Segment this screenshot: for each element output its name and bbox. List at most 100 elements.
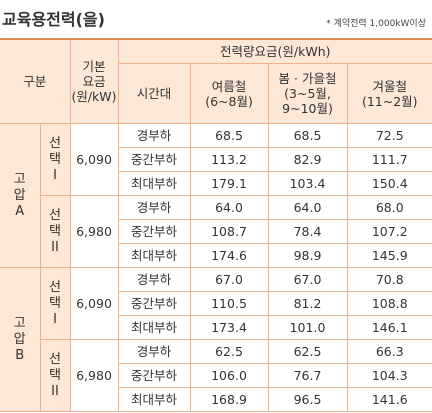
rate-table: 구분 기본 요금 (원/kW) 전력량요금(원/kWh) 시간대 여름철 (6~8월) 봄 · … xyxy=(0,38,432,412)
table-row: 선 택 II 6,980 경부하 62.5 62.5 66.3 xyxy=(0,339,432,412)
rate-value: 113.2 xyxy=(189,147,269,172)
rate-value: 81.2 xyxy=(267,291,348,316)
cell-line: (3~5월, xyxy=(284,86,331,101)
header-cell: 구분 xyxy=(0,38,71,124)
rate-value: 67.0 xyxy=(189,267,269,292)
rate-value: 96.5 xyxy=(267,387,348,412)
rate-value: 101.0 xyxy=(267,315,348,340)
cell-line: 택 xyxy=(49,151,61,167)
time-period: 최대부하 xyxy=(118,171,191,196)
rate-value: 103.4 xyxy=(267,171,348,196)
rate-value: 111.7 xyxy=(346,147,432,172)
cell-line: 선 xyxy=(49,135,61,151)
cell-line: A xyxy=(15,203,25,219)
rate-value: 62.5 xyxy=(267,339,348,364)
time-period: 중간부하 xyxy=(118,219,191,244)
rate-value: 72.5 xyxy=(346,123,432,148)
rate-value: 70.8 xyxy=(346,267,432,292)
header-cell: 여름철 (6~8월) xyxy=(189,63,269,124)
title: 교육용전력(을) xyxy=(2,10,105,29)
cell-line: (11~2월) xyxy=(361,93,418,109)
rate-value: 98.9 xyxy=(267,243,348,268)
table-row: 중간부하 108.7 78.4 107.2 xyxy=(0,219,432,244)
table-row: 최대부하 174.6 98.9 145.9 xyxy=(0,243,432,268)
base-fee: 6,090 xyxy=(69,123,119,196)
cell-line: 9~10월) xyxy=(282,101,333,116)
cell-line: 택 xyxy=(49,223,61,239)
cell-line: 기본 xyxy=(82,59,106,74)
header-cell: 전력량요금(원/kWh) xyxy=(117,38,432,64)
rate-value: 68.5 xyxy=(267,123,348,148)
cell-line: I xyxy=(53,167,57,183)
time-period: 경부하 xyxy=(117,195,191,220)
time-period: 최대부하 xyxy=(118,315,191,340)
cell-line: 택 xyxy=(49,295,61,311)
rate-value: 68.5 xyxy=(189,123,269,148)
rate-value: 64.0 xyxy=(267,195,348,220)
time-period: 중간부하 xyxy=(118,147,191,172)
base-fee: 6,980 xyxy=(69,339,119,412)
rate-value: 66.3 xyxy=(346,339,432,364)
note: * 계약전력 1,000kW이상 xyxy=(326,19,426,29)
rate-value: 78.4 xyxy=(267,219,348,244)
rate-value: 108.7 xyxy=(189,219,269,244)
rate-value: 146.1 xyxy=(346,315,432,340)
time-period: 경부하 xyxy=(117,339,191,364)
rate-value: 76.7 xyxy=(267,363,348,388)
cell-line: 요금 xyxy=(82,74,106,89)
time-period: 경부하 xyxy=(117,123,191,148)
base-fee: 6,980 xyxy=(69,195,119,268)
rate-value: 173.4 xyxy=(189,315,269,340)
cell-line: 선 xyxy=(49,279,61,295)
table-row: 고 압 B 선 택 I 6,090 경부하 67.0 67.0 70.8 xyxy=(0,267,432,412)
time-period: 최대부하 xyxy=(118,243,191,268)
table-row: 최대부하 173.4 101.0 146.1 xyxy=(0,315,432,340)
rate-value: 168.9 xyxy=(189,387,269,412)
table-row: 최대부하 168.9 96.5 141.6 xyxy=(0,387,432,412)
rate-value: 68.0 xyxy=(346,195,432,220)
cell-line: 봄 · 가을철 xyxy=(278,71,337,86)
base-fee: 6,090 xyxy=(69,267,119,340)
rate-value: 64.0 xyxy=(189,195,269,220)
cell-line: 선 xyxy=(49,351,61,367)
rate-value: 179.1 xyxy=(189,171,269,196)
time-period: 중간부하 xyxy=(118,291,191,316)
header-cell: 시간대 xyxy=(118,63,191,124)
cell-line: 겨울철 xyxy=(372,78,408,94)
rate-value: 67.0 xyxy=(267,267,348,292)
rate-value: 150.4 xyxy=(346,171,432,196)
option-label: 선 택 II xyxy=(40,339,71,412)
table-row: 고 압 A 선 택 I 6,090 경부하 68.5 68.5 72.5 xyxy=(0,123,432,268)
option-label: 선 택 II xyxy=(40,195,71,268)
rate-value: 174.6 xyxy=(189,243,269,268)
rate-value: 106.0 xyxy=(189,363,269,388)
header-cell: 기본 요금 (원/kW) xyxy=(69,38,119,124)
rate-value: 104.3 xyxy=(346,363,432,388)
rate-value: 108.8 xyxy=(346,291,432,316)
rate-value: 145.9 xyxy=(346,243,432,268)
table-row: 선 택 II 6,980 경부하 64.0 64.0 68.0 xyxy=(0,195,432,268)
rate-value: 62.5 xyxy=(189,339,269,364)
time-period: 중간부하 xyxy=(118,363,191,388)
cell-line: 택 xyxy=(49,367,61,383)
cell-line: (원/kW) xyxy=(71,89,117,104)
rate-value: 110.5 xyxy=(189,291,269,316)
rate-value: 107.2 xyxy=(346,219,432,244)
header-cell: 겨울철 (11~2월) xyxy=(346,63,432,124)
table-row: 중간부하 106.0 76.7 104.3 xyxy=(0,363,432,388)
time-period: 최대부하 xyxy=(118,387,191,412)
cell-line: 여름철 xyxy=(211,78,247,94)
table-row: 구분 기본 요금 (원/kW) 전력량요금(원/kWh) xyxy=(0,38,432,124)
cell-line: 선 xyxy=(49,207,61,223)
cell-line: 압 xyxy=(13,331,26,347)
cell-line: 압 xyxy=(13,187,26,203)
time-period: 경부하 xyxy=(117,267,191,292)
cell-line: B xyxy=(15,347,25,363)
cell-line: 고 xyxy=(13,315,26,331)
rate-value: 82.9 xyxy=(267,147,348,172)
